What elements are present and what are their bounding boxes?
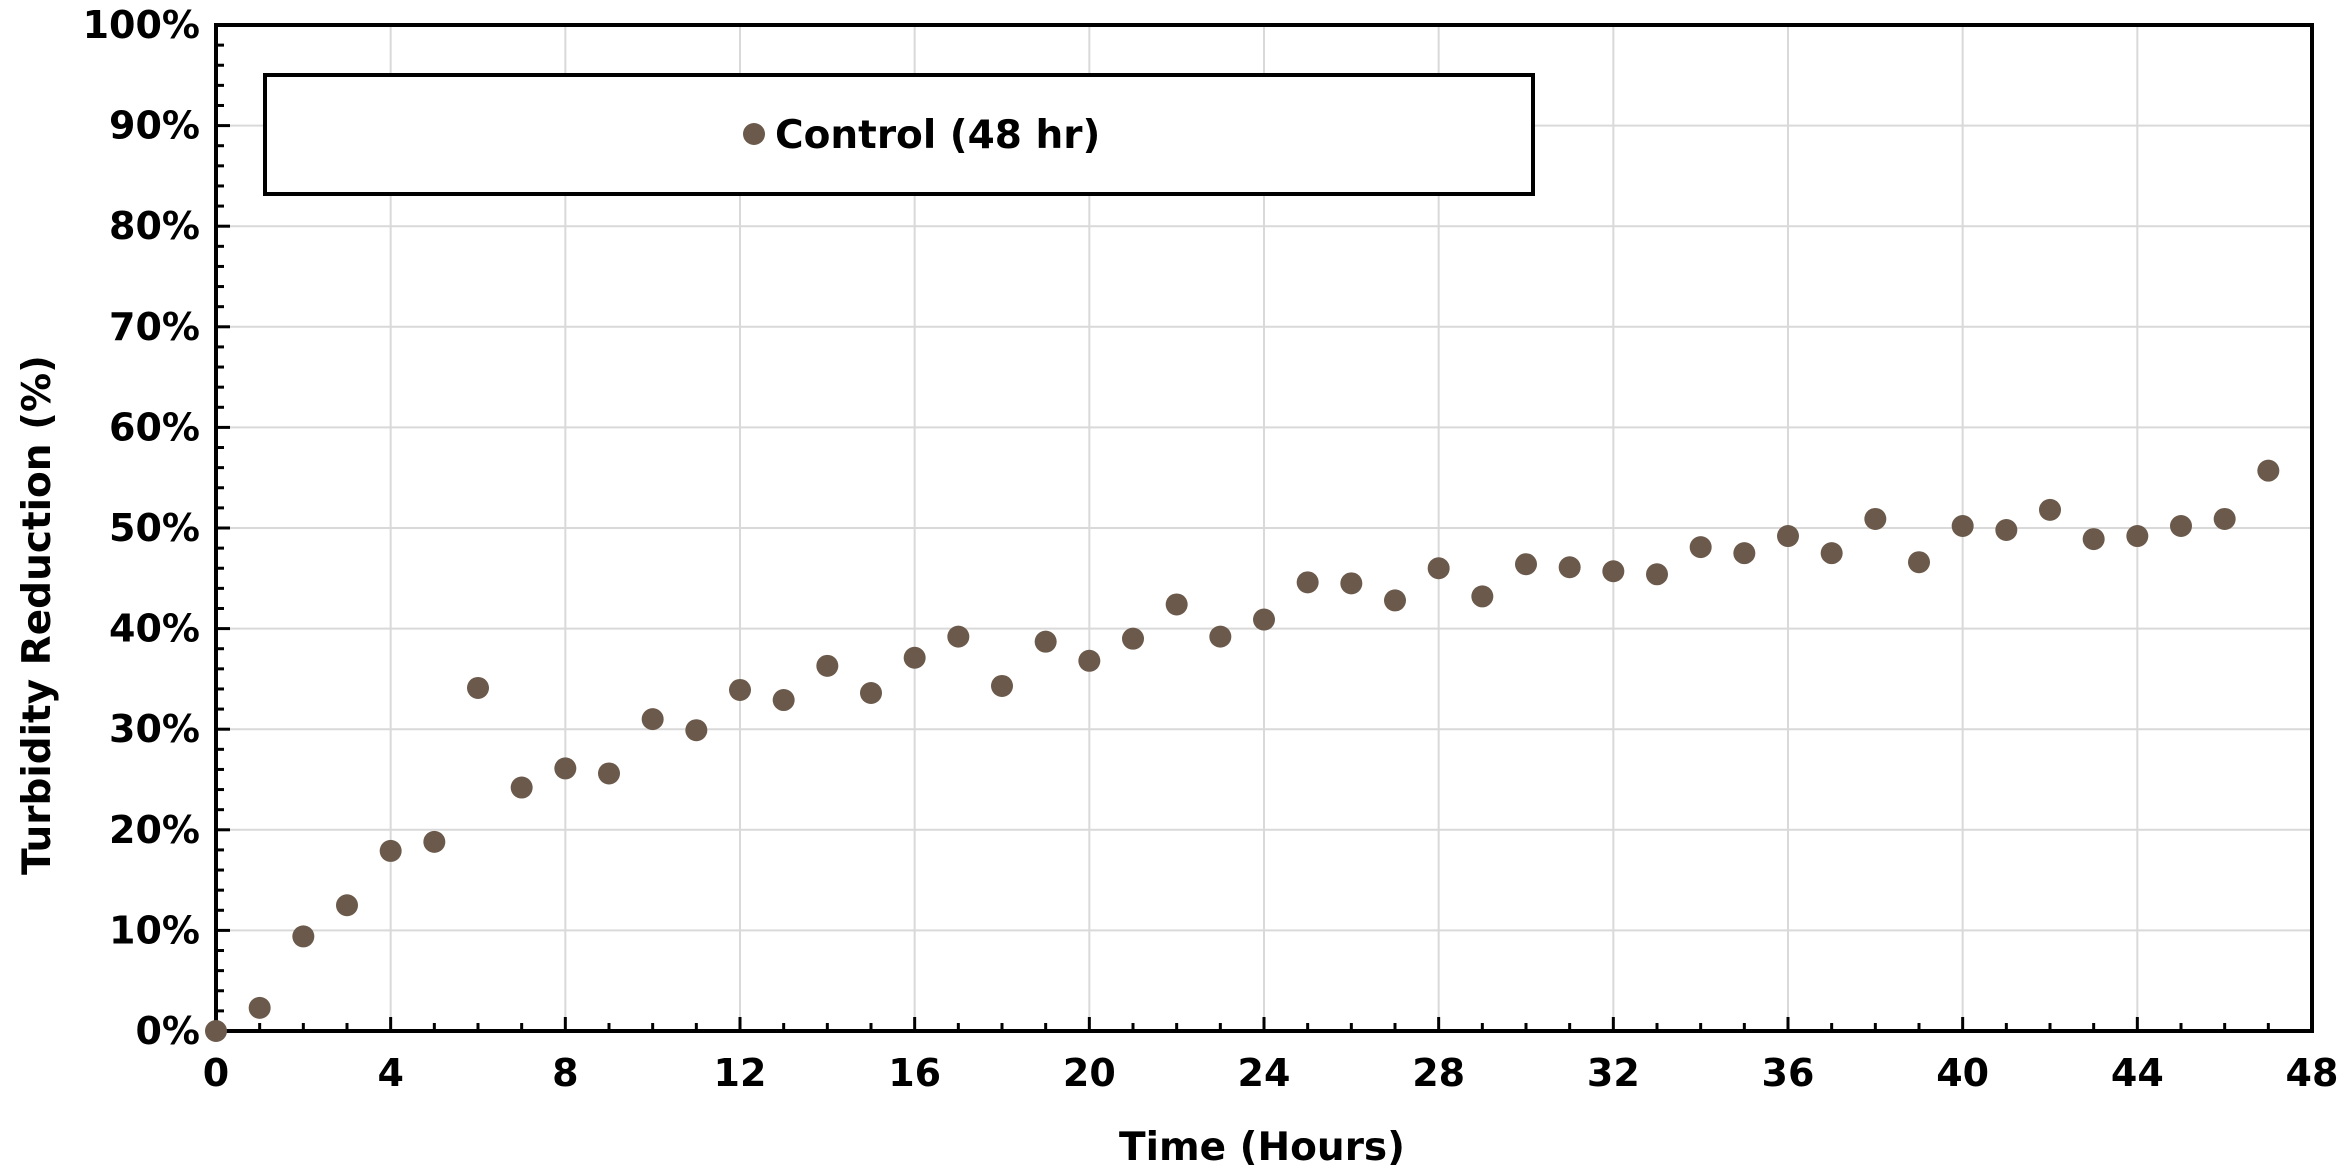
data-point — [1340, 572, 1363, 595]
data-point — [1253, 608, 1275, 631]
data-point — [1515, 553, 1537, 576]
data-point — [1908, 551, 1930, 574]
y-tick-label: 80% — [109, 204, 200, 248]
data-point — [991, 674, 1013, 697]
data-points — [205, 459, 2280, 1042]
data-point — [248, 996, 271, 1019]
data-point — [1209, 625, 1232, 648]
data-point — [685, 719, 708, 742]
x-tick-label: 44 — [2111, 1051, 2164, 1095]
data-point — [1995, 519, 2018, 542]
data-point — [379, 839, 402, 862]
y-tick-label: 30% — [109, 707, 200, 751]
data-point — [292, 925, 315, 948]
data-point — [205, 1020, 227, 1042]
legend-box — [263, 73, 1535, 196]
data-point — [1471, 585, 1494, 608]
data-point — [554, 757, 577, 780]
data-point — [1777, 525, 1799, 548]
data-point — [1558, 556, 1581, 579]
data-point — [1122, 627, 1144, 650]
y-axis-title: Turbidity Reduction (%) — [15, 355, 60, 875]
legend-marker — [743, 123, 765, 145]
x-tick-label: 36 — [1762, 1051, 1815, 1095]
data-point — [641, 708, 664, 731]
data-point — [772, 689, 795, 712]
x-tick-label: 20 — [1063, 1051, 1116, 1095]
data-point — [947, 625, 970, 648]
data-point — [2082, 528, 2105, 551]
y-tick-label: 70% — [109, 305, 200, 349]
data-point — [1689, 536, 1712, 559]
data-point — [1296, 571, 1319, 594]
y-tick-label: 40% — [109, 607, 200, 651]
x-tick-label: 8 — [552, 1051, 578, 1095]
data-point — [1427, 557, 1450, 580]
data-point — [467, 676, 489, 699]
data-point — [816, 654, 839, 677]
legend: Control (48 hr) — [263, 73, 1535, 196]
y-tick-label: 20% — [109, 808, 200, 852]
x-tick-label: 32 — [1587, 1051, 1640, 1095]
y-tick-label: 90% — [109, 104, 200, 148]
data-point — [1602, 560, 1625, 583]
data-point — [336, 894, 358, 917]
x-tick-labels: 0 4 8 12 16 20 24 28 32 36 40 44 48 — [203, 1051, 2339, 1095]
x-tick-label: 4 — [377, 1051, 403, 1095]
x-axis-title: Time (Hours) — [1119, 1125, 1405, 1167]
data-point — [903, 646, 926, 669]
data-point — [1384, 589, 1406, 612]
data-point — [1646, 563, 1668, 586]
y-tick-label: 0% — [135, 1009, 200, 1053]
data-point — [423, 830, 446, 853]
x-tick-label: 40 — [1936, 1051, 1989, 1095]
data-point — [2039, 498, 2061, 521]
x-tick-label: 24 — [1238, 1051, 1291, 1095]
data-point — [1165, 593, 1188, 616]
data-point — [1864, 507, 1887, 530]
data-point — [2170, 514, 2192, 537]
data-point — [510, 776, 533, 799]
data-point — [1733, 542, 1756, 565]
y-tick-label: 60% — [109, 405, 200, 449]
y-tick-label: 10% — [109, 908, 200, 952]
data-point — [2126, 525, 2149, 548]
plot-area-frame — [214, 23, 2314, 1033]
data-point — [729, 678, 751, 701]
data-point — [1951, 514, 1974, 537]
y-tick-label: 50% — [109, 506, 200, 550]
y-tick-labels: 0% 10% 20% 30% 40% 50% 60% 70% 80% 90% 100% — [83, 3, 200, 1053]
data-point — [1034, 630, 1057, 653]
x-tick-label: 48 — [2286, 1051, 2339, 1095]
data-point — [2213, 507, 2236, 530]
x-tick-label: 12 — [714, 1051, 767, 1095]
y-tick-label: 100% — [83, 3, 200, 47]
data-point — [2257, 459, 2280, 482]
data-point — [1078, 649, 1101, 672]
legend-label: Control (48 hr) — [775, 113, 1100, 158]
x-tick-label: 0 — [203, 1051, 229, 1095]
data-point — [860, 681, 882, 704]
data-point — [1820, 542, 1843, 565]
data-point — [598, 762, 620, 785]
x-tick-label: 28 — [1412, 1051, 1465, 1095]
x-tick-label: 16 — [888, 1051, 941, 1095]
